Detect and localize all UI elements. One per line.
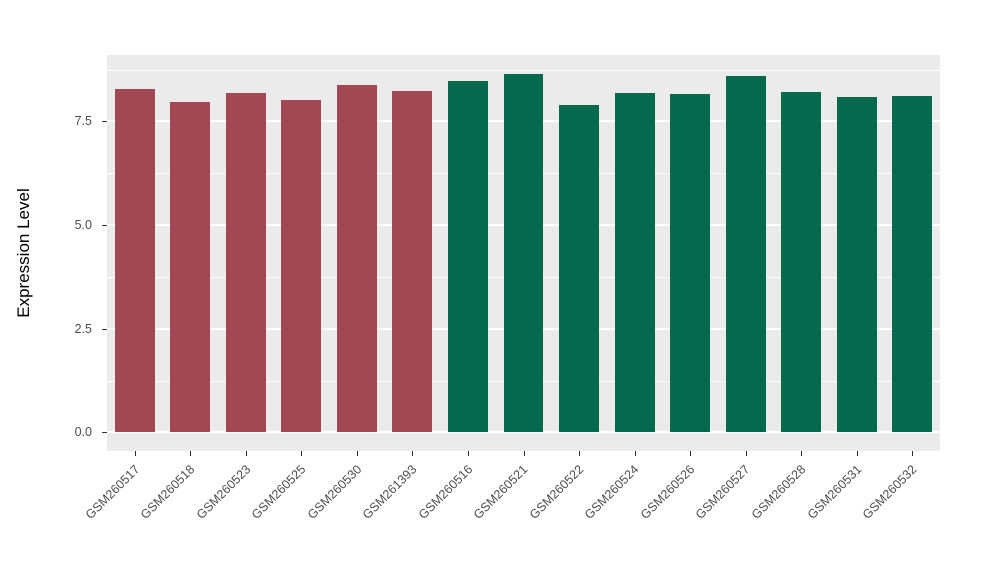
- y-tick-label: 7.5: [74, 114, 92, 129]
- y-tick-label: 0.0: [74, 425, 92, 440]
- major-gridline: [107, 431, 940, 434]
- y-tick-mark: [102, 328, 107, 330]
- bar-GSM260532: [892, 96, 933, 433]
- x-tick-label-GSM260523: GSM260523: [193, 462, 254, 522]
- bar-GSM260521: [503, 73, 544, 433]
- bar-GSM260531: [836, 97, 877, 433]
- x-tick-label-GSM260522: GSM260522: [526, 462, 587, 522]
- x-tick-mark: [745, 451, 747, 456]
- bar-GSM260516: [447, 81, 488, 433]
- minor-gridline: [107, 69, 940, 71]
- bar-GSM260524: [614, 93, 655, 433]
- x-tick-mark: [356, 451, 358, 456]
- bar-GSM260518: [170, 101, 211, 433]
- y-tick-mark: [102, 121, 107, 123]
- y-axis-title-text: Expression Level: [14, 188, 33, 318]
- x-tick-label-GSM260518: GSM260518: [137, 462, 198, 522]
- x-tick-label-GSM260527: GSM260527: [693, 462, 753, 522]
- bar-GSM260528: [781, 92, 822, 433]
- x-tick-mark: [190, 451, 192, 456]
- bar-GSM260530: [336, 84, 377, 433]
- bar-GSM260527: [725, 75, 766, 433]
- y-tick-mark: [102, 225, 107, 226]
- x-tick-mark: [912, 451, 914, 456]
- plot-panel: [107, 55, 940, 451]
- bar-GSM260526: [670, 93, 711, 433]
- bar-GSM260522: [559, 104, 599, 433]
- x-tick-label-GSM260524: GSM260524: [582, 462, 642, 522]
- x-tick-label-GSM260526: GSM260526: [637, 462, 698, 522]
- y-tick-mark: [102, 432, 107, 434]
- x-tick-mark: [134, 451, 136, 456]
- x-tick-mark: [467, 451, 469, 456]
- x-tick-mark: [412, 451, 414, 456]
- y-tick-label: 5.0: [74, 218, 92, 232]
- x-tick-label-GSM260528: GSM260528: [748, 462, 809, 522]
- bar-GSM260517: [114, 89, 155, 433]
- bar-GSM260525: [281, 99, 322, 433]
- x-tick-mark: [634, 451, 636, 456]
- x-tick-label-GSM261393: GSM261393: [360, 462, 420, 522]
- x-tick-label-GSM260530: GSM260530: [304, 462, 365, 522]
- x-tick-mark: [301, 451, 303, 456]
- x-tick-mark: [690, 451, 692, 456]
- x-tick-label-GSM260516: GSM260516: [415, 462, 476, 522]
- x-tick-label-GSM260517: GSM260517: [82, 462, 142, 522]
- x-tick-label-GSM260521: GSM260521: [471, 462, 531, 522]
- x-tick-label-GSM260531: GSM260531: [804, 462, 864, 522]
- x-tick-label-GSM260532: GSM260532: [859, 462, 920, 522]
- x-tick-mark: [801, 451, 803, 456]
- x-tick-mark: [245, 451, 247, 456]
- x-tick-label-GSM260525: GSM260525: [249, 462, 309, 522]
- bar-GSM260523: [225, 93, 266, 433]
- bar-GSM261393: [392, 91, 433, 433]
- x-tick-mark: [856, 451, 858, 456]
- y-tick-label: 2.5: [74, 321, 92, 336]
- x-tick-mark: [579, 451, 581, 456]
- x-tick-mark: [523, 451, 525, 456]
